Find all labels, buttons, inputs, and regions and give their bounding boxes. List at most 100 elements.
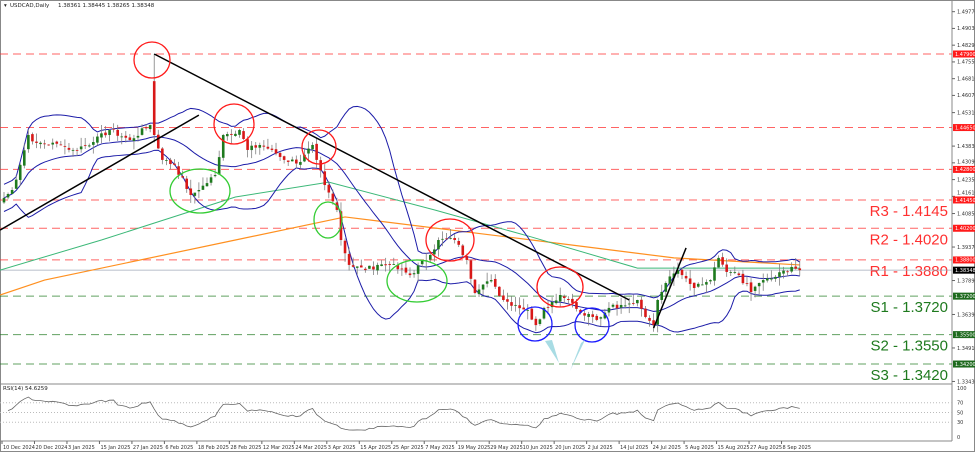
candle-bear: [59, 144, 63, 146]
red-circle: [301, 129, 337, 165]
candle-bear: [270, 148, 274, 150]
time-tick-label: 27 Aug 2025: [750, 445, 782, 451]
candle-bear: [453, 238, 456, 241]
candle-bear: [242, 131, 245, 139]
candle-bull: [429, 254, 432, 260]
level-tag-label: 1.47900: [955, 52, 975, 58]
level-tag: [953, 224, 975, 232]
candle-bull: [51, 142, 55, 145]
candle-bull: [774, 276, 777, 279]
candle-bull: [627, 303, 631, 305]
candle-bull: [713, 267, 716, 281]
candle-bull: [668, 276, 672, 284]
candle-bull: [165, 160, 168, 161]
candle-bull: [611, 304, 615, 307]
candle-bull: [778, 272, 781, 277]
candle-bear: [384, 264, 387, 266]
time-tick-label: 25 Apr 2025: [393, 445, 424, 451]
candle-bear: [35, 141, 38, 143]
trendlines: [0, 53, 687, 329]
candle-bull: [542, 307, 546, 319]
candle-bull: [39, 142, 42, 145]
candle-bear: [364, 268, 367, 271]
candle-bull: [2, 197, 6, 203]
ma-orange-line: [0, 216, 800, 296]
candle-bull: [71, 149, 75, 151]
candle-bear: [522, 307, 525, 310]
candle-bull: [132, 138, 136, 141]
price-tick-label: 1.48290: [957, 43, 975, 49]
level-tag-label: 1.37200: [955, 294, 975, 300]
candle-bull: [420, 260, 424, 265]
rsi-panel: 100 70 50 30 0: [0, 386, 967, 441]
candle-bull: [433, 249, 436, 255]
green-ellipse: [386, 259, 448, 303]
candle-bull: [209, 177, 213, 183]
candle-bear: [745, 283, 749, 285]
candle-bull: [761, 280, 765, 283]
arrow-marker: [545, 340, 559, 363]
time-tick-label: 20 Jun 2025: [555, 445, 585, 451]
candle-bear: [644, 308, 647, 317]
candle-bull: [587, 313, 590, 317]
symbol-dropdown-icon[interactable]: ▾: [4, 3, 7, 9]
candle-bear: [173, 163, 176, 165]
candle-bear: [680, 269, 684, 276]
candle-bull: [550, 302, 554, 308]
level-tag: [953, 331, 975, 339]
candle-bear: [343, 240, 347, 254]
candle-bear: [461, 245, 465, 256]
level-tag: [953, 292, 975, 300]
candle-bull: [554, 300, 558, 304]
candle-bear: [315, 143, 318, 160]
time-tick-label: 3 Apr 2025: [328, 445, 356, 451]
candle-bull: [656, 299, 659, 325]
price-tick-label: 1.34910: [957, 346, 975, 352]
price-tick-label: 1.46070: [957, 93, 975, 99]
candle-bull: [197, 190, 201, 192]
time-tick-label: 24 Mar 2025: [295, 445, 327, 451]
level-tag-label: 1.35500: [955, 332, 975, 338]
candle-bear: [351, 265, 355, 267]
level-tag-label: 1.42800: [955, 167, 975, 173]
price-tick-label: 1.47550: [957, 60, 975, 66]
trendline: [0, 114, 200, 231]
candle-bear: [169, 159, 172, 165]
candle-bear: [83, 145, 87, 147]
candles: [2, 54, 802, 333]
candle-bear: [615, 304, 619, 309]
level-tag: [953, 165, 975, 173]
candle-bear: [684, 275, 688, 279]
candle-bull: [753, 286, 757, 291]
time-tick-label: 24 Jul 2025: [653, 445, 681, 451]
indicator-lines: [0, 105, 801, 334]
current-price-label: 1.38348: [955, 268, 975, 274]
candle-bear: [465, 256, 469, 260]
bollinger-upper: [3, 105, 801, 299]
candle-bull: [538, 319, 542, 324]
candle-bull: [664, 283, 668, 292]
candle-bear: [75, 149, 79, 151]
candle-bull: [303, 154, 306, 162]
time-tick-label: 20 Dec 2024: [35, 445, 67, 451]
candle-bear: [152, 81, 156, 136]
candle-bull: [355, 266, 359, 268]
candle-bear: [323, 171, 327, 186]
candle-bull: [636, 299, 639, 304]
price-tick-label: 1.33430: [957, 379, 975, 385]
candle-bull: [205, 183, 209, 187]
candle-bear: [246, 139, 249, 150]
price-tick-label: 1.43090: [957, 160, 975, 166]
ohlc-readout: 1.38361 1.38445 1.38265 1.38348: [58, 3, 155, 9]
candle-bear: [31, 134, 34, 142]
candle-bull: [108, 130, 111, 135]
candle-bear: [282, 156, 286, 160]
bollinger-lower: [3, 149, 800, 334]
candle-bear: [128, 137, 132, 140]
rsi-tick-label: 50: [957, 410, 963, 416]
candle-bear: [181, 176, 184, 178]
candle-bear: [295, 159, 298, 164]
rsi-line: [7, 396, 800, 431]
candle-bear: [457, 240, 461, 245]
candle-bear: [632, 303, 635, 304]
